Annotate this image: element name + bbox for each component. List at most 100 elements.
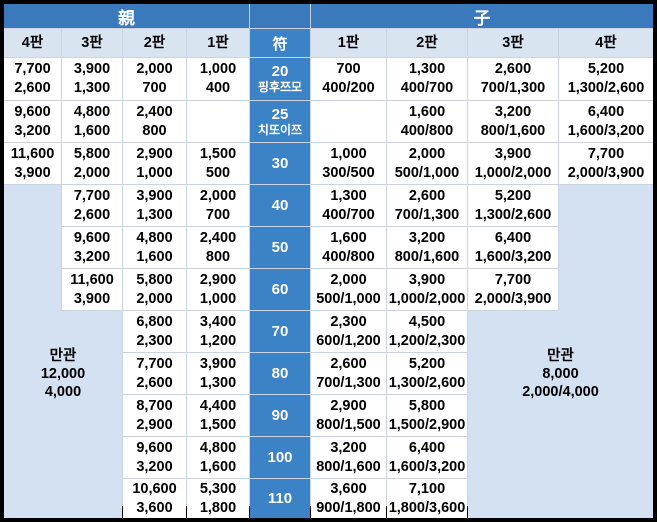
fu-cell: 60 (250, 269, 310, 310)
tsumo-score: 1,200 (199, 332, 237, 349)
ron-score: 5,200 (494, 187, 532, 204)
fu-cell: 40 (250, 185, 310, 226)
ron-score: 7,700 (14, 61, 51, 77)
parent-score-cell: 4,800 1,600 (62, 101, 122, 142)
child-score-cell: 2,000 500/1,000 (311, 269, 386, 310)
parent-score-cell (187, 101, 249, 142)
ron-score: 3,600 (330, 480, 367, 497)
ron-score: 7,700 (73, 187, 111, 204)
parent-score-cell: 5,800 2,000 (123, 269, 186, 310)
fu-sub-label: 치또이쯔 (257, 122, 303, 137)
fu-cell: 20 핑후쯔모 (250, 58, 310, 100)
col-header-label: 3판 (81, 34, 103, 51)
child-score-cell: 3,900 1,000/2,000 (468, 143, 558, 184)
child-score-cell: 5,800 1,500/2,900 (387, 395, 467, 436)
tsumo-score: 900/1,800 (316, 499, 381, 516)
child-score-cell: 2,600 700/1,300 (311, 353, 386, 394)
ron-score: 4,800 (136, 229, 173, 246)
ron-score: 7,700 (494, 271, 532, 288)
child-score-cell: 3,900 1,000/2,000 (387, 269, 467, 310)
ron-score: 700 (336, 61, 361, 77)
fu-value: 60 (271, 281, 289, 298)
child-mangan-region (468, 311, 653, 518)
tsumo-score: 400/800 (400, 122, 454, 139)
child-score-cell: 5,200 1,300/2,600 (559, 58, 653, 100)
fu-column-header: 符 (250, 29, 310, 57)
mangan-ron-value: 12,000 (40, 365, 86, 382)
ron-score: 2,600 (408, 187, 446, 204)
ron-score: 3,900 (199, 355, 237, 372)
parent-score-cell: 7,700 2,600 (4, 58, 61, 100)
parent-col-header: 2판 (123, 29, 186, 57)
ron-score: 3,200 (408, 229, 446, 246)
parent-score-cell: 9,600 3,200 (4, 101, 61, 142)
ron-score: 5,800 (136, 271, 173, 288)
parent-score-cell: 10,600 3,600 (123, 479, 186, 518)
ron-score: 7,100 (408, 480, 446, 497)
fu-band-spacer (250, 4, 310, 28)
child-score-cell: 5,200 1,300/2,600 (468, 185, 558, 226)
tsumo-score: 1,300/2,600 (388, 374, 466, 391)
fu-cell: 25 치또이쯔 (250, 101, 310, 142)
child-score-cell: 6,400 1,600/3,200 (387, 437, 467, 478)
fu-value: 70 (271, 323, 289, 340)
ron-score: 10,600 (132, 480, 177, 497)
tsumo-score: 800/1,600 (394, 248, 460, 265)
ron-score: 3,200 (330, 439, 367, 456)
child-score-cell: 1,000 300/500 (311, 143, 386, 184)
parent-score-cell: 2,900 1,000 (123, 143, 186, 184)
ron-score: 4,500 (408, 313, 446, 330)
tsumo-score: 2,000/3,900 (567, 164, 645, 181)
fu-cell: 110 (250, 479, 310, 518)
ron-score: 5,300 (199, 480, 237, 497)
ron-score: 6,800 (136, 313, 173, 330)
tsumo-score: 2,600 (73, 206, 111, 223)
fu-value: 25 (271, 105, 289, 123)
col-header-label: 3판 (502, 34, 524, 51)
col-header-label: 4판 (21, 34, 44, 51)
tsumo-score: 1,600/3,200 (567, 122, 645, 139)
child-score-cell: 700 400/200 (311, 58, 386, 100)
ron-score: 2,000 (199, 187, 237, 204)
tsumo-score: 2,000 (136, 290, 173, 307)
col-header-label: 2판 (143, 34, 166, 51)
tsumo-score: 3,200 (14, 122, 51, 139)
tsumo-score: 1,300 (136, 206, 173, 223)
tsumo-score: 800 (142, 122, 167, 139)
tsumo-score: 1,000 (136, 164, 173, 181)
ron-score: 3,200 (494, 103, 532, 120)
child-score-cell: 3,200 800/1,600 (387, 227, 467, 268)
tsumo-score: 700/1,300 (394, 206, 460, 223)
tsumo-score: 1,000 (199, 290, 237, 307)
ron-score: 1,300 (330, 187, 367, 204)
ron-score: 11,600 (70, 271, 114, 288)
fu-value: 90 (271, 407, 289, 424)
tsumo-score: 1,800/3,600 (388, 499, 466, 516)
tsumo-score: 500/1,000 (394, 164, 460, 181)
parent-score-cell: 3,400 1,200 (187, 311, 249, 352)
tsumo-score: 400/700 (400, 80, 454, 96)
parent-score-cell: 3,900 1,300 (187, 353, 249, 394)
tsumo-score: 1,300 (73, 80, 111, 96)
mangan-title: 만관 (547, 347, 574, 364)
tsumo-score: 3,600 (136, 499, 173, 516)
mangan-ron-value: 8,000 (542, 365, 579, 382)
parent-score-cell: 11,600 3,900 (62, 269, 122, 310)
child-score-cell (311, 101, 386, 142)
parent-score-cell: 11,600 3,900 (4, 143, 61, 184)
col-header-label: 2판 (416, 34, 438, 51)
ron-score: 1,500 (199, 145, 237, 162)
child-score-cell: 4,500 1,200/2,300 (387, 311, 467, 352)
parent-score-cell: 8,700 2,900 (123, 395, 186, 436)
mangan-title: 만관 (49, 347, 77, 364)
parent-score-cell: 5,300 1,800 (187, 479, 249, 518)
child-col-header: 3판 (468, 29, 558, 57)
tsumo-score: 1,600 (136, 248, 173, 265)
tsumo-score: 800/1,600 (480, 122, 546, 139)
ron-score: 9,600 (14, 103, 51, 120)
parent-score-cell: 4,800 1,600 (123, 227, 186, 268)
tsumo-score: 2,300 (136, 332, 173, 349)
tsumo-score: 1,600 (73, 122, 111, 139)
